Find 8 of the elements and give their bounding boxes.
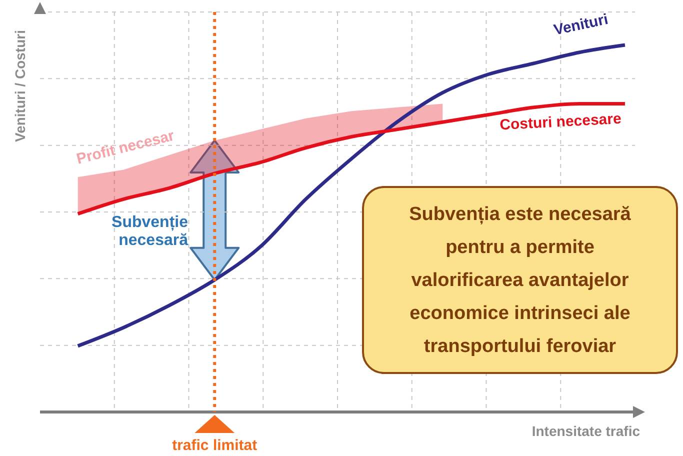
x-axis-title: Intensitate trafic bbox=[532, 423, 640, 439]
text: trafic limitat bbox=[172, 437, 258, 454]
annotation: Subvenție necesară bbox=[110, 214, 188, 250]
y-axis-title: Venituri / Costuri bbox=[12, 30, 28, 142]
annotation: Profit necesar bbox=[74, 127, 176, 168]
series-label: Costuri necesare bbox=[499, 110, 622, 134]
annotation: Subvenția este necesară pentru a permite valorificarea avantajelor economice intrinseci ale transportului feroviar bbox=[362, 186, 678, 374]
text: Venituri bbox=[552, 10, 610, 39]
